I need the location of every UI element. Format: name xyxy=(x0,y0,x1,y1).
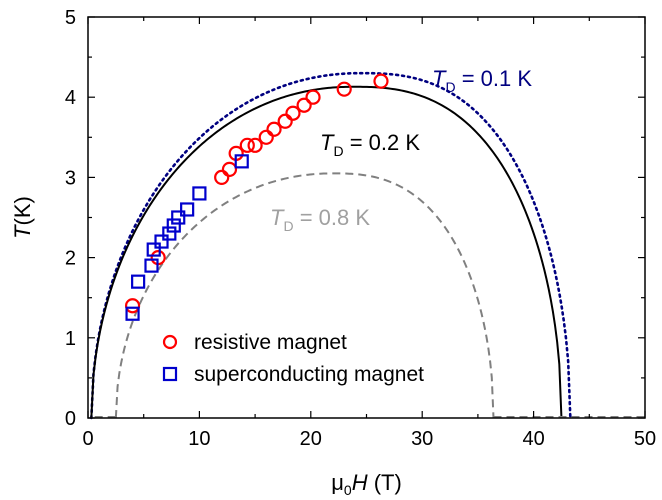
y-tick-label: 5 xyxy=(65,7,76,29)
axis-titles: μ0H (T) T(K) xyxy=(10,196,402,498)
curve-label: TD = 0.8 K xyxy=(270,205,370,234)
curve-dotted xyxy=(90,71,572,420)
y-tick-label: 4 xyxy=(65,87,76,109)
square-point xyxy=(131,274,146,289)
curve-annotations: TD = 0.1 K TD = 0.2 K TD = 0.8 K xyxy=(270,66,532,234)
x-tick-label: 30 xyxy=(411,428,433,450)
square-point xyxy=(171,210,186,225)
curve-solid xyxy=(90,85,563,419)
square-point xyxy=(166,218,181,233)
circle-point xyxy=(266,121,282,137)
y-tick-label: 3 xyxy=(65,167,76,189)
x-tick-label: 0 xyxy=(82,428,93,450)
square-point xyxy=(162,226,177,241)
square-point xyxy=(144,258,159,273)
circle-point xyxy=(258,129,274,145)
axis-ticks: 0 10 20 30 40 50 0 1 2 3 4 5 xyxy=(65,7,656,450)
x-tick-label: 20 xyxy=(300,428,322,450)
circle-point xyxy=(373,73,389,89)
legend-label: resistive magnet xyxy=(194,331,347,354)
circle-point xyxy=(214,169,230,185)
circle-point xyxy=(239,137,255,153)
legend-marker-circle xyxy=(162,334,178,350)
legend-label: superconducting magnet xyxy=(194,363,424,386)
x-axis-title: μ0H (T) xyxy=(331,470,402,498)
square-point xyxy=(192,186,207,201)
circle-point xyxy=(296,97,312,113)
curve-label: TD = 0.1 K xyxy=(432,66,532,95)
legend-marker-square xyxy=(162,366,178,382)
square-point xyxy=(234,154,249,169)
square-point xyxy=(146,242,161,257)
x-tick-label: 50 xyxy=(634,428,656,450)
curves-layer xyxy=(90,71,645,420)
square-point xyxy=(125,306,140,321)
circle-point xyxy=(277,113,293,129)
y-axis-title: T(K) xyxy=(10,196,35,239)
circle-point xyxy=(247,137,263,153)
x-tick-label: 10 xyxy=(188,428,210,450)
circle-point xyxy=(285,105,301,121)
circle-point xyxy=(221,161,238,177)
circle-point xyxy=(336,81,352,97)
y-tick-label: 0 xyxy=(65,408,76,430)
circle-point xyxy=(124,298,141,314)
square-point xyxy=(180,202,195,217)
y-tick-label: 2 xyxy=(65,248,76,270)
curve-dashed xyxy=(114,172,495,419)
square-point xyxy=(154,234,169,249)
y-tick-label: 1 xyxy=(65,328,76,350)
x-tick-label: 40 xyxy=(522,428,544,450)
points-layer xyxy=(124,73,389,321)
legend: resistive magnet superconducting magnet xyxy=(162,331,424,386)
curve-label: TD = 0.2 K xyxy=(320,130,420,159)
circle-point xyxy=(305,89,321,105)
